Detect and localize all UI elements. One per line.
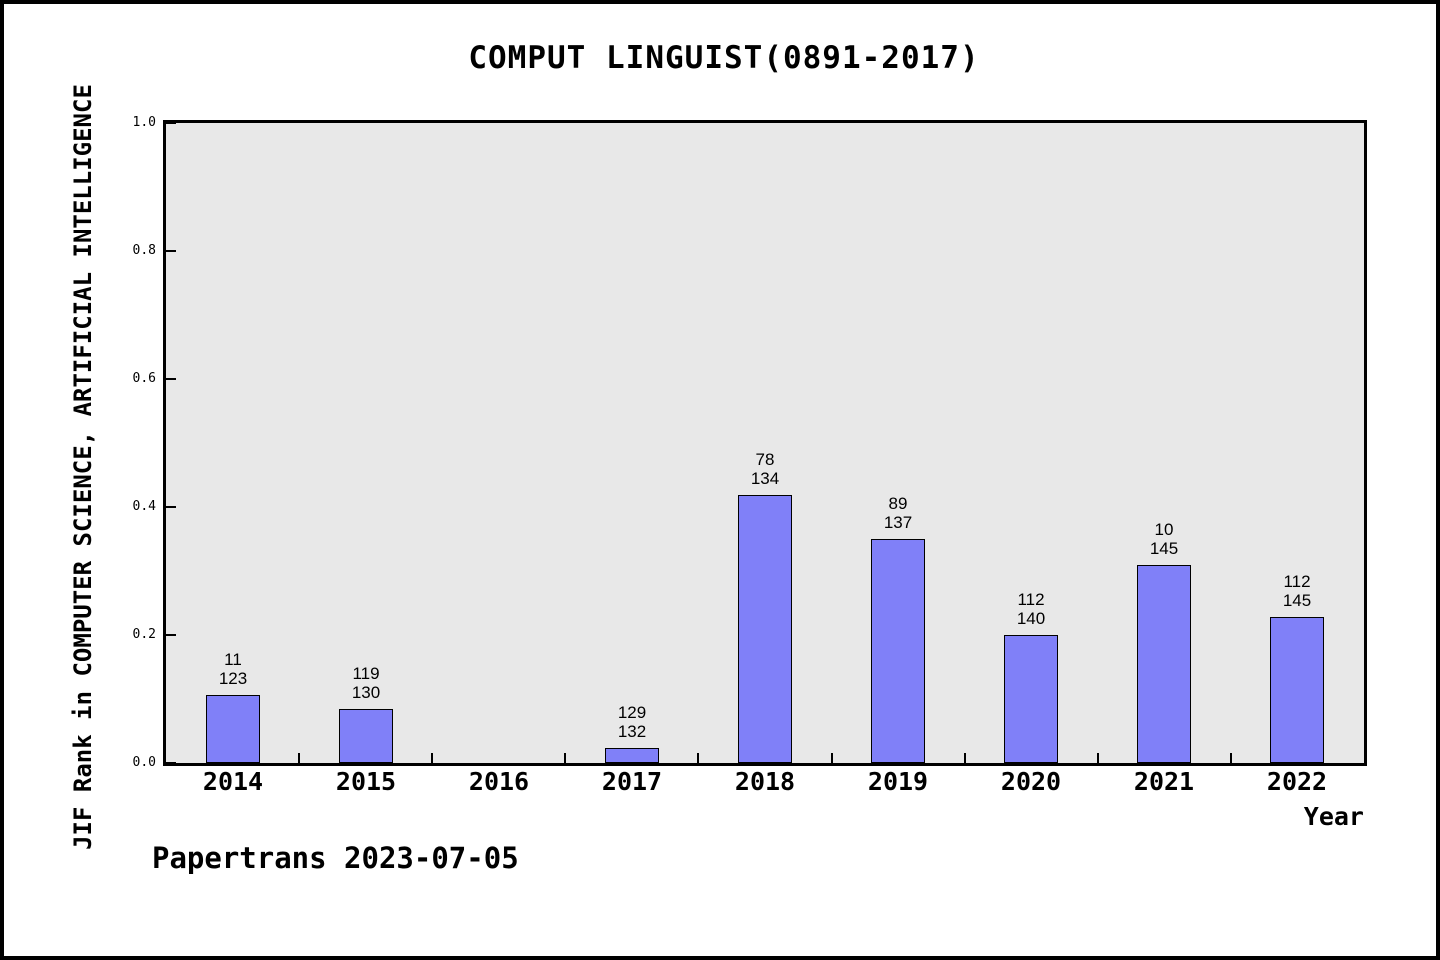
x-tick-label-2014: 2014 [202, 767, 264, 796]
y-tick-mark [166, 250, 176, 252]
x-tick-label-2017: 2017 [601, 767, 663, 796]
bar-2018 [738, 495, 792, 763]
bar-2014 [206, 695, 260, 763]
y-tick-mark [166, 762, 176, 764]
bar-2022 [1270, 617, 1324, 763]
x-boundary-tick-mark [298, 753, 301, 763]
bar-2019 [871, 539, 925, 763]
chart-title: COMPUT LINGUIST(0891-2017) [468, 40, 980, 76]
x-boundary-tick-mark [1229, 753, 1232, 763]
y-tick-mark [166, 378, 176, 380]
bar-2017 [605, 748, 659, 763]
x-boundary-tick-mark [564, 753, 567, 763]
x-tick-label-2021: 2021 [1133, 767, 1195, 796]
y-tick-label: 0.8 [132, 243, 156, 258]
x-boundary-tick-mark [830, 753, 833, 763]
y-tick-label: 1.0 [132, 115, 156, 130]
bar-value-label: 89 137 [883, 494, 913, 532]
plot-area [163, 120, 1367, 766]
bar-value-label: 10 145 [1149, 520, 1179, 558]
bar-value-label: 112 145 [1282, 572, 1312, 610]
x-tick-label-2022: 2022 [1266, 767, 1328, 796]
bar-2020 [1004, 635, 1058, 763]
x-tick-label-2015: 2015 [335, 767, 397, 796]
bar-2021 [1137, 565, 1191, 763]
x-axis-label: Year [1303, 802, 1364, 831]
x-boundary-tick-mark [697, 753, 700, 763]
bar-value-label: 129 132 [617, 703, 647, 741]
y-tick-label: 0.0 [132, 755, 156, 770]
y-tick-label: 0.6 [132, 371, 156, 386]
x-tick-label-2020: 2020 [1000, 767, 1062, 796]
bar-value-label: 78 134 [750, 450, 780, 488]
x-boundary-tick-mark [1096, 753, 1099, 763]
y-tick-mark [166, 122, 176, 124]
x-tick-label-2018: 2018 [734, 767, 796, 796]
y-tick-label: 0.4 [132, 499, 156, 514]
x-boundary-tick-mark [431, 753, 434, 763]
x-boundary-tick-mark [963, 753, 966, 763]
y-tick-mark [166, 634, 176, 636]
footer-watermark: Papertrans 2023-07-05 [152, 841, 519, 875]
x-tick-label-2016: 2016 [468, 767, 530, 796]
bar-value-label: 119 130 [351, 664, 381, 702]
y-tick-mark [166, 506, 176, 508]
y-axis-label: JIF Rank in COMPUTER SCIENCE, ARTIFICIAL… [69, 84, 97, 850]
bar-value-label: 11 123 [218, 650, 248, 688]
bar-value-label: 112 140 [1016, 590, 1046, 628]
bar-2015 [339, 709, 393, 763]
y-tick-label: 0.2 [132, 627, 156, 642]
x-tick-label-2019: 2019 [867, 767, 929, 796]
